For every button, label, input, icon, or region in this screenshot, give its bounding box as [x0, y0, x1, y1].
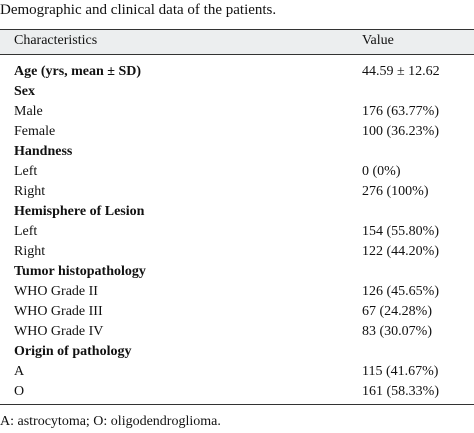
- row-label: Right: [14, 184, 46, 199]
- row-label: Left: [14, 224, 38, 239]
- value-cell: 161 (58.33%): [362, 384, 439, 399]
- value-cell: 115 (41.67%): [362, 364, 439, 379]
- value-cell: 176 (63.77%): [362, 104, 439, 119]
- row-label: WHO Grade III: [14, 304, 103, 319]
- row-label: Male: [14, 104, 43, 119]
- value-cell: 122 (44.20%): [362, 244, 439, 259]
- value-cell: 0 (0%): [362, 164, 401, 179]
- footnote: A: astrocytoma; O: oligodendroglioma.: [0, 414, 221, 429]
- table-rule: [0, 404, 474, 405]
- value-cell: 276 (100%): [362, 184, 429, 199]
- group-label: Sex: [14, 84, 35, 99]
- group-label: Handness: [14, 144, 73, 159]
- row-label: O: [14, 384, 25, 399]
- table-header: Characteristics Value: [0, 29, 474, 55]
- group-label: Hemisphere of Lesion: [14, 204, 145, 219]
- value-cell: 67 (24.28%): [362, 304, 432, 319]
- value-cell: 83 (30.07%): [362, 324, 432, 339]
- row-label: WHO Grade II: [14, 284, 98, 299]
- row-label: Right: [14, 244, 46, 259]
- group-label: Age (yrs, mean ± SD): [14, 64, 142, 79]
- value-cell: 100 (36.23%): [362, 124, 439, 139]
- row-label: Left: [14, 164, 38, 179]
- header-cell: Characteristics: [14, 33, 98, 48]
- row-label: WHO Grade IV: [14, 324, 104, 339]
- row-label: Female: [14, 124, 56, 139]
- header-cell: Value: [362, 33, 394, 48]
- group-label: Origin of pathology: [14, 344, 132, 359]
- table-title: Demographic and clinical data of the pat…: [0, 2, 277, 18]
- group-label: Tumor histopathology: [14, 264, 146, 279]
- value-cell: 154 (55.80%): [362, 224, 439, 239]
- value-cell: 126 (45.65%): [362, 284, 439, 299]
- row-label: A: [14, 364, 25, 379]
- value-cell: 44.59 ± 12.62: [362, 64, 440, 79]
